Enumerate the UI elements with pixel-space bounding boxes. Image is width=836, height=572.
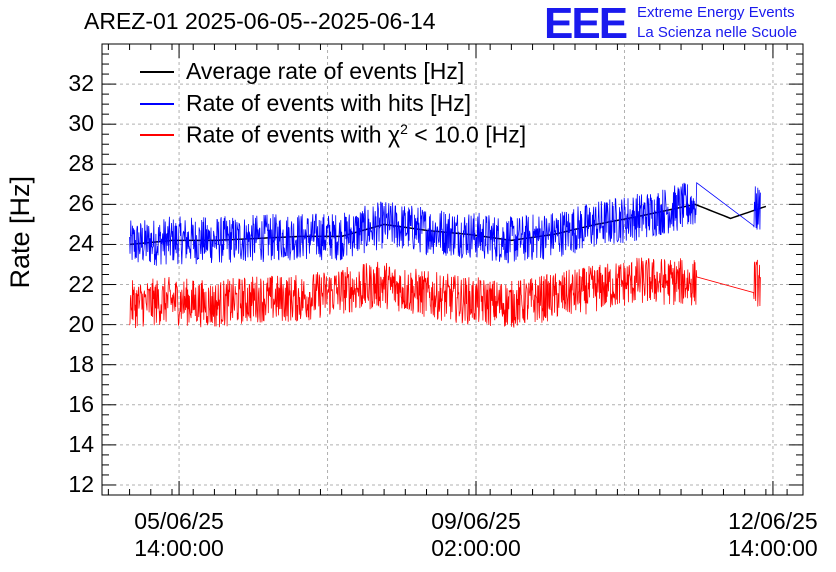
legend-item-chi2: Rate of events with χ2 < 10.0 [Hz] bbox=[140, 121, 526, 149]
y-tick-label: 28 bbox=[68, 150, 94, 177]
plot-frame bbox=[101, 43, 804, 496]
x-tick-time: 02:00:00 bbox=[431, 535, 521, 561]
y-tick-label: 30 bbox=[68, 110, 94, 137]
x-tick-label: 09/06/25 02:00:00 bbox=[416, 508, 536, 562]
x-tick-date: 09/06/25 bbox=[431, 508, 521, 534]
y-tick-label: 14 bbox=[68, 430, 94, 457]
y-tick-label: 32 bbox=[68, 70, 94, 97]
x-tick-label: 12/06/25 14:00:00 bbox=[713, 508, 833, 562]
y-tick-label: 22 bbox=[68, 270, 94, 297]
logo-caption: Extreme Energy Events La Scienza nelle S… bbox=[637, 3, 797, 43]
legend-item-hits: Rate of events with hits [Hz] bbox=[140, 90, 471, 117]
x-tick-date: 12/06/25 bbox=[728, 508, 818, 534]
x-tick-time: 14:00:00 bbox=[134, 535, 224, 561]
axis-ticks bbox=[102, 44, 803, 496]
series-layer bbox=[129, 182, 767, 329]
legend-swatch-hits bbox=[140, 102, 174, 105]
logo-line-1: Extreme Energy Events bbox=[637, 4, 795, 21]
y-tick-label: 18 bbox=[68, 350, 94, 377]
legend-swatch-chi2 bbox=[140, 133, 174, 136]
x-tick-time: 14:00:00 bbox=[728, 535, 818, 561]
y-tick-label: 12 bbox=[68, 470, 94, 497]
legend-label-hits: Rate of events with hits [Hz] bbox=[186, 90, 472, 116]
y-tick-label: 16 bbox=[68, 390, 94, 417]
legend-item-average: Average rate of events [Hz] bbox=[140, 58, 464, 85]
series-line-1 bbox=[129, 182, 761, 266]
x-tick-date: 05/06/25 bbox=[134, 508, 224, 534]
series-line-2 bbox=[129, 257, 761, 329]
x-tick-label: 05/06/25 14:00:00 bbox=[119, 508, 239, 562]
chart-title: AREZ-01 2025-06-05--2025-06-14 bbox=[84, 8, 436, 34]
legend-label-chi2: Rate of events with χ2 < 10.0 [Hz] bbox=[186, 121, 527, 148]
y-tick-label: 26 bbox=[68, 190, 94, 217]
legend-label-average: Average rate of events [Hz] bbox=[186, 58, 465, 84]
logo-line-2: La Scienza nelle Scuole bbox=[637, 24, 798, 41]
eee-logo-icon: EEE bbox=[544, 0, 628, 48]
legend-swatch-average bbox=[140, 70, 174, 73]
y-tick-label: 20 bbox=[68, 310, 94, 337]
y-tick-label: 24 bbox=[68, 230, 94, 257]
